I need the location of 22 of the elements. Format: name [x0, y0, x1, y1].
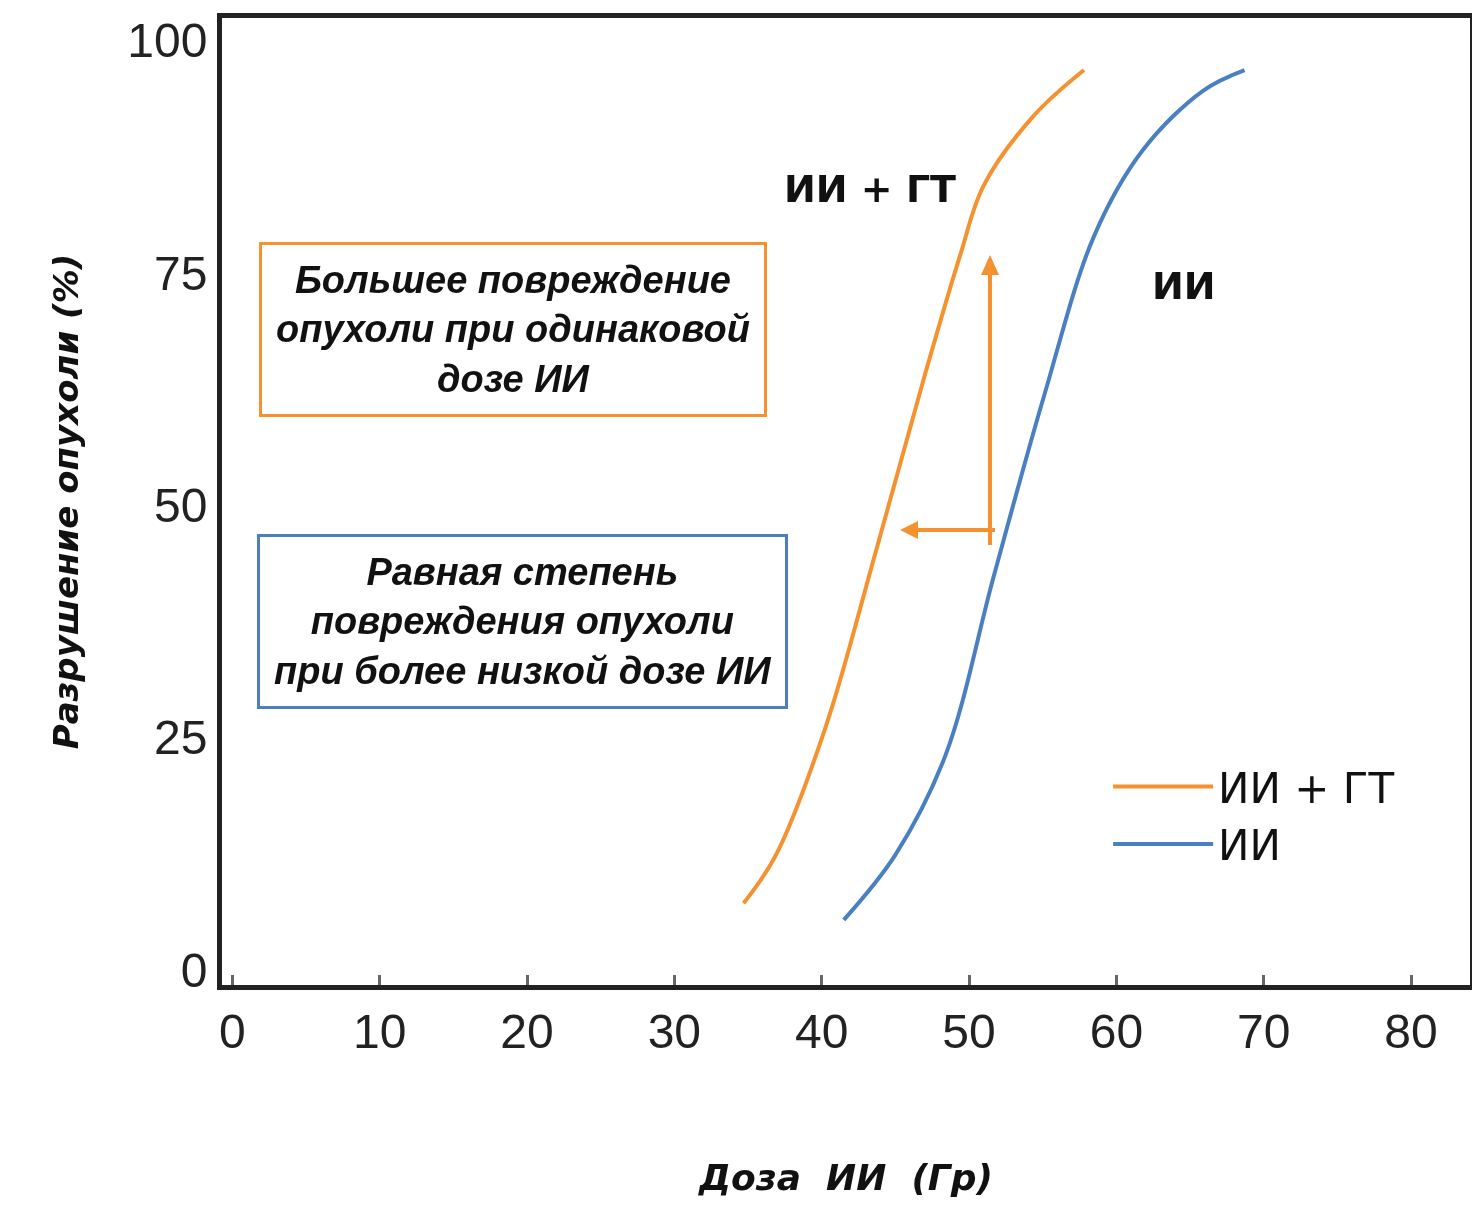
legend-label: ИИ: [1218, 821, 1281, 871]
x-tick-label: 20: [500, 1004, 554, 1058]
annotation: Равная степень повреждения опухоли при более низкой дозе ИИ: [274, 551, 772, 692]
x-tick-label: 0: [218, 1004, 246, 1058]
y-tick-label: 75: [154, 246, 208, 300]
x-tick-label: 60: [1089, 1004, 1144, 1058]
x-tick-label: 40: [794, 1004, 849, 1058]
x-tick-label: 70: [1237, 1004, 1291, 1058]
legend-label: ИИ + ГТ: [1218, 763, 1395, 813]
y-tick-label: 100: [127, 14, 208, 68]
x-tick-label: 10: [352, 1004, 407, 1058]
y-tick-label: 25: [154, 711, 208, 765]
x-axis-title: Доза ИИ (Гр): [697, 1157, 994, 1199]
x-tick-label: 50: [942, 1004, 996, 1058]
text: ИИ: [1152, 264, 1216, 308]
x-tick-label: 80: [1384, 1004, 1438, 1058]
y-tick-label: 50: [154, 479, 208, 533]
x-tick-label: 30: [647, 1004, 702, 1058]
text: ИИ + ГТ: [784, 167, 957, 211]
annotation: Большее повреждение опухоли при одинаковой дозе ИИ: [276, 259, 750, 400]
y-axis-title: Разрушение опухоли (%): [45, 253, 86, 750]
y-tick-label: 0: [180, 943, 208, 997]
